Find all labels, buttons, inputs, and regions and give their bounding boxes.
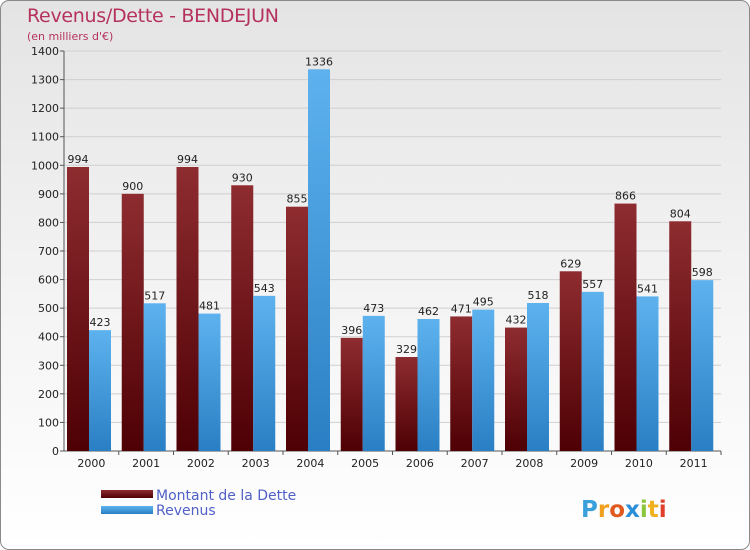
value-label-debt: 866 [615, 190, 636, 203]
value-label-debt: 471 [451, 302, 472, 315]
chart-subtitle: (en milliers d'€) [27, 30, 114, 43]
value-label-revenus: 541 [637, 282, 658, 295]
x-tick-label: 2001 [132, 457, 160, 470]
bar-debt [176, 167, 199, 451]
x-tick-label: 2003 [242, 457, 270, 470]
grid-lines [64, 50, 721, 452]
y-tick-label: 900 [38, 188, 59, 201]
y-tick-label: 400 [38, 331, 59, 344]
bar-debt [286, 206, 308, 451]
chart-title: Revenus/Dette - BENDEJUN [27, 5, 279, 27]
value-label-debt: 994 [177, 153, 198, 166]
value-label-revenus: 462 [418, 305, 439, 318]
value-label-debt: 396 [341, 324, 362, 337]
bar-revenus [89, 330, 111, 451]
value-label-revenus: 473 [363, 302, 384, 315]
value-label-debt: 432 [506, 314, 527, 327]
bar-revenus [691, 280, 714, 451]
value-label-debt: 930 [232, 171, 253, 184]
value-label-revenus: 481 [199, 300, 220, 313]
y-tick-label: 100 [38, 416, 59, 429]
y-tick-label: 600 [38, 274, 59, 287]
x-tick-label: 2002 [187, 457, 215, 470]
bar-debt [450, 316, 473, 451]
logo-letter: t [648, 497, 659, 523]
y-tick-label: 1100 [31, 131, 59, 144]
logo-letter: x [625, 497, 640, 523]
bar-revenus [253, 295, 276, 451]
y-tick-label: 500 [38, 302, 59, 315]
y-tick-label: 700 [38, 245, 59, 258]
value-label-revenus: 543 [254, 282, 275, 295]
value-label-debt: 994 [68, 153, 89, 166]
value-label-revenus: 517 [144, 289, 165, 302]
x-tick-label: 2011 [680, 457, 708, 470]
bar-debt [231, 185, 254, 452]
bar-debt [669, 221, 692, 451]
value-label-debt: 629 [560, 257, 581, 270]
value-label-revenus: 1336 [305, 55, 333, 68]
bar-debt [505, 327, 527, 451]
bars [67, 69, 714, 452]
value-label-debt: 804 [670, 207, 691, 220]
x-tick-label: 2005 [351, 457, 379, 470]
axes: 0 100 200 300 400 500 600 700 800 900 1000 1100 1200… [31, 45, 722, 470]
y-tick-label: 1300 [31, 74, 59, 87]
y-tick-label: 0 [52, 445, 59, 458]
x-tick-label: 2007 [461, 457, 489, 470]
value-label-revenus: 598 [692, 266, 713, 279]
bar-revenus [198, 313, 221, 451]
bar-revenus [636, 296, 659, 451]
x-tick-label: 2008 [515, 457, 543, 470]
y-tick-label: 300 [38, 359, 59, 372]
x-tick-label: 2009 [570, 457, 598, 470]
x-tick-label: 2000 [77, 457, 105, 470]
bar-revenus [472, 309, 495, 451]
legend: Montant de la Dette Revenus [101, 488, 296, 519]
legend-swatch-revenus [101, 506, 153, 514]
x-tick-label: 2006 [406, 457, 434, 470]
y-tick-label: 200 [38, 388, 59, 401]
logo-letter: o [609, 497, 625, 523]
legend-label-debt: Montant de la Dette [156, 488, 296, 504]
y-tick-label: 1000 [31, 159, 59, 172]
bar-debt [559, 271, 582, 451]
bar-revenus [527, 303, 549, 451]
bar-revenus [362, 315, 385, 451]
legend-swatch-debt [101, 490, 153, 498]
y-tick-label: 800 [38, 216, 59, 229]
bar-debt [395, 357, 418, 451]
value-label-revenus: 423 [90, 316, 111, 329]
bar-debt [67, 167, 89, 451]
x-tick-label: 2004 [296, 457, 324, 470]
proxiti-logo: Proxiti [581, 497, 667, 523]
bar-revenus [308, 69, 330, 452]
bar-debt [614, 203, 637, 451]
value-label-revenus: 518 [528, 289, 549, 302]
logo-letter: i [640, 497, 648, 523]
value-label-revenus: 495 [473, 296, 494, 309]
y-tick-label: 1400 [31, 45, 59, 58]
bar-revenus [417, 319, 440, 451]
value-label-debt: 855 [287, 193, 308, 206]
legend-label-revenus: Revenus [156, 503, 216, 519]
value-label-debt: 900 [122, 180, 143, 193]
logo-letter: i [659, 497, 667, 523]
logo-letter: r [598, 497, 610, 523]
value-label-debt: 329 [396, 343, 417, 356]
value-label-revenus: 557 [582, 278, 603, 291]
bar-debt [340, 337, 363, 451]
bar-debt [121, 193, 144, 451]
x-tick-label: 2010 [625, 457, 653, 470]
bar-revenus [581, 291, 604, 451]
bar-revenus [143, 303, 166, 451]
logo-letter: P [581, 497, 598, 523]
y-tick-label: 1200 [31, 102, 59, 115]
